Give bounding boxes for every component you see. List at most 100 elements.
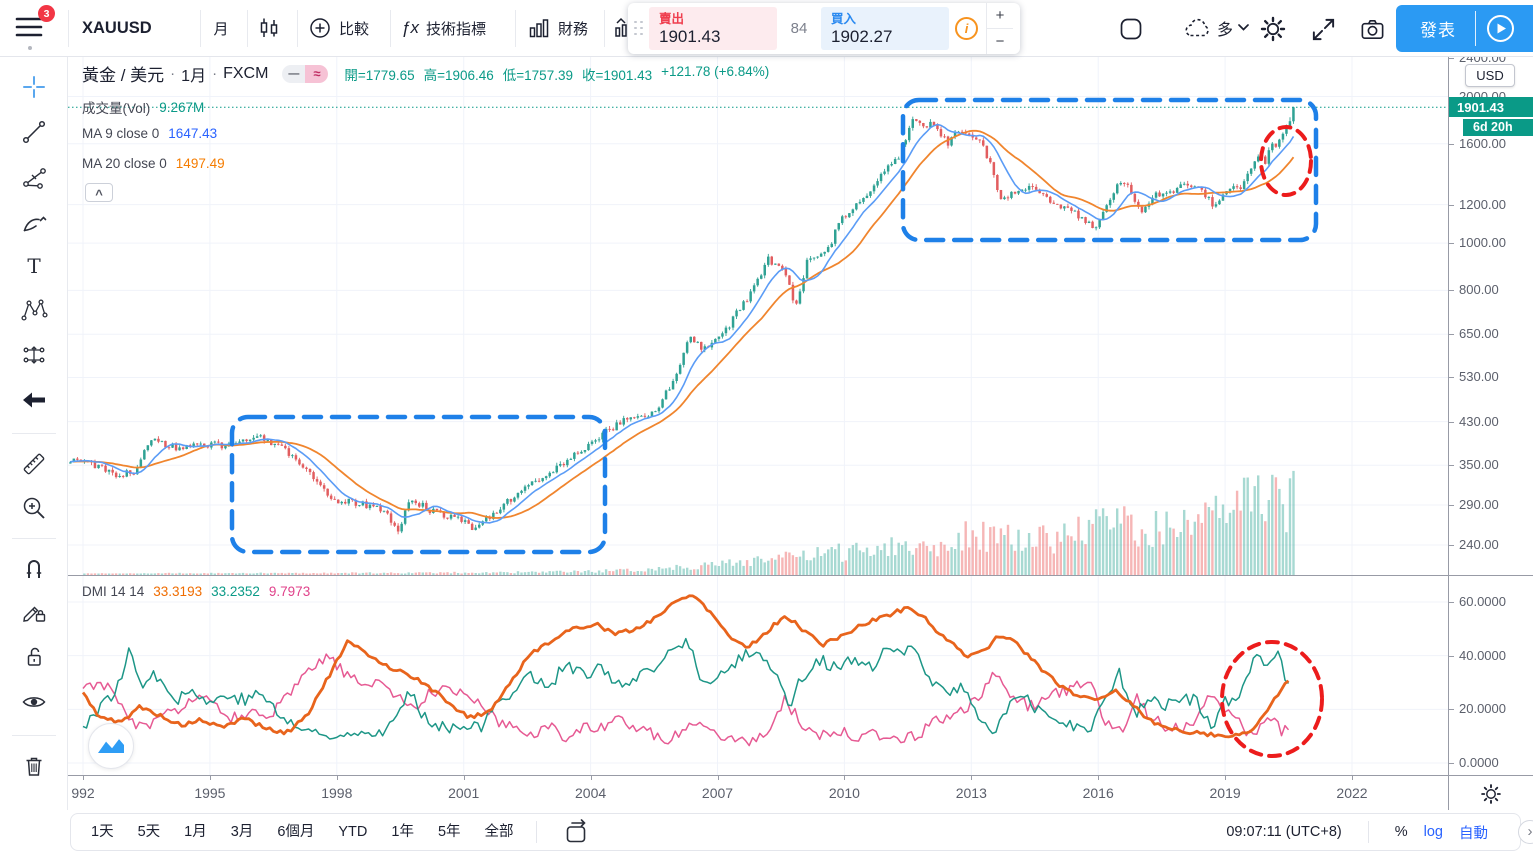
main-menu-button[interactable]: 3 <box>12 5 55 50</box>
tool-trend-line[interactable] <box>20 118 48 146</box>
price-tick-label: 800.00 <box>1459 282 1499 298</box>
percent-scale-toggle[interactable]: % <box>1394 824 1408 840</box>
quantity-plus-button[interactable]: + <box>987 3 1013 29</box>
tool-xabcd-pattern[interactable] <box>20 296 48 324</box>
last-price-badge: 1901.43 <box>1449 97 1533 118</box>
ohlc-values: 開=1779.65 高=1906.46 低=1757.39 收=1901.43 … <box>344 64 769 84</box>
currency-button[interactable]: USD <box>1465 64 1515 87</box>
toolbar-separator <box>297 10 298 47</box>
mountain-logo-icon <box>98 738 124 753</box>
minimize-pill[interactable]: — <box>282 64 306 83</box>
price-tick-mark <box>1449 58 1454 59</box>
compare-button[interactable]: 比較 <box>308 0 369 56</box>
tool-drawing-mode-lock[interactable] <box>20 597 48 625</box>
text-icon: T <box>27 254 41 278</box>
snapshot-button[interactable] <box>1359 16 1385 42</box>
dmi-tick-label: 60.0000 <box>1459 594 1506 610</box>
approx-pill[interactable]: ≈ <box>305 64 329 83</box>
price-tick-label: 650.00 <box>1459 326 1499 342</box>
price-chart[interactable] <box>68 57 1448 775</box>
interval-button[interactable]: 月 <box>213 20 229 38</box>
tool-brush[interactable] <box>20 208 48 236</box>
volume-label[interactable]: 成交量(Vol) <box>82 101 151 116</box>
dmi-plus-di-value: 33.2352 <box>211 584 260 599</box>
legend-collapse-button[interactable]: ^ <box>85 183 113 202</box>
tool-text[interactable]: T <box>20 252 48 280</box>
quantity-minus-button[interactable]: − <box>995 33 1005 50</box>
price-tick-mark <box>1449 143 1454 145</box>
cloud-layout-button[interactable]: 多 <box>1182 0 1249 56</box>
tool-lock-all[interactable] <box>20 643 48 671</box>
ohlc-change: +121.78 (+6.84%) <box>661 63 770 79</box>
time-tick-label: 2004 <box>575 785 607 801</box>
range-button-0[interactable]: 1天 <box>91 824 114 840</box>
tool-zoom-in[interactable] <box>20 494 48 522</box>
drag-handle[interactable] <box>634 20 644 37</box>
dmi-tick-mark <box>1449 709 1454 711</box>
bar-countdown-badge: 6d 20h <box>1463 118 1533 136</box>
chart-area[interactable]: 黃金 / 美元 · 1月 · FXCM — ≈ 開=1779.65 高=1906… <box>68 57 1533 810</box>
ruler-icon <box>23 453 45 475</box>
legend-pill-toggle[interactable]: — ≈ <box>282 64 329 83</box>
sell-button[interactable]: 賣出 1901.43 <box>649 7 777 50</box>
tool-hide-drawings[interactable] <box>20 688 48 716</box>
range-button-8[interactable]: 全部 <box>484 824 514 840</box>
replay-button[interactable] <box>1486 14 1515 43</box>
range-button-6[interactable]: 1年 <box>391 824 414 840</box>
ma20-value: 1497.49 <box>175 156 225 171</box>
time-axis[interactable]: 992 1995 1998 2001 2004 2007 2010 2013 2016 2019 2… <box>68 775 1533 810</box>
ma9-label[interactable]: MA 9 close 0 <box>82 126 160 141</box>
financials-button[interactable]: 財務 <box>527 0 588 56</box>
symbol-button[interactable]: XAUUSD <box>82 18 152 37</box>
ma9-legend: MA 9 close 0 1647.43 <box>82 126 217 141</box>
price-tick-mark <box>1449 243 1454 245</box>
time-tick-mark <box>1352 776 1353 780</box>
range-button-7[interactable]: 5年 <box>437 824 461 840</box>
tool-measure[interactable] <box>20 450 48 478</box>
price-axis[interactable]: USD 1901.43 6d 20h 2400.00 2000.00 1600.00… <box>1448 57 1533 775</box>
time-tick-label: 1995 <box>194 785 226 801</box>
dmi-label[interactable]: DMI 14 14 <box>82 584 145 599</box>
tool-arrow-marker[interactable] <box>20 386 48 414</box>
range-button-4[interactable]: 6個月 <box>277 824 315 840</box>
candlestick-icon <box>260 18 278 37</box>
fullscreen-button[interactable] <box>1310 16 1336 42</box>
dmi-tick-label: 20.0000 <box>1459 701 1506 717</box>
price-tick-mark <box>1449 204 1454 206</box>
brush-icon <box>23 216 47 232</box>
log-scale-toggle[interactable]: log <box>1423 824 1443 840</box>
clock[interactable]: 09:07:11 (UTC+8) <box>1226 824 1342 840</box>
tool-remove-drawings[interactable] <box>20 751 48 779</box>
bar-chart-icon <box>529 19 549 38</box>
range-button-3[interactable]: 3月 <box>230 824 254 840</box>
chart-style-button[interactable] <box>256 0 282 56</box>
auto-scale-toggle[interactable]: 自動 <box>1459 825 1488 842</box>
price-tick-mark <box>1449 96 1454 98</box>
range-button-1[interactable]: 5天 <box>137 824 161 840</box>
time-tick-mark <box>209 776 211 780</box>
range-button-5[interactable]: YTD <box>338 824 368 840</box>
tool-magnet[interactable] <box>20 553 48 581</box>
goto-date-button[interactable] <box>563 819 589 845</box>
tool-projection[interactable] <box>20 341 48 369</box>
settings-button[interactable] <box>1260 16 1286 42</box>
timezone-settings-button[interactable] <box>1448 776 1533 810</box>
buy-button[interactable]: 買入 1902.27 <box>821 7 949 50</box>
layout-button[interactable] <box>1118 16 1144 42</box>
ma20-label[interactable]: MA 20 close 0 <box>82 156 167 171</box>
drawing-toolbar: T <box>0 57 68 810</box>
price-tick-label: 290.00 <box>1459 496 1499 512</box>
publish-button[interactable]: 發表 <box>1420 21 1456 40</box>
price-tick-mark <box>1449 334 1454 336</box>
indicators-button[interactable]: ƒx 技術指標 <box>401 0 486 56</box>
tool-crosshair[interactable] <box>20 73 48 101</box>
range-button-2[interactable]: 1月 <box>184 824 207 840</box>
indicator-logo-button[interactable] <box>88 723 134 769</box>
tool-gann-fib[interactable] <box>20 163 48 191</box>
templates-button-partial[interactable] <box>612 0 636 56</box>
ohlc-open: 開=1779.65 <box>344 67 415 83</box>
info-icon[interactable]: i <box>955 17 978 40</box>
top-toolbar: 3 XAUUSD 月 比較 ƒx 技術指標 <box>0 0 1533 57</box>
legend-title[interactable]: 黃金 / 美元 <box>82 66 165 85</box>
